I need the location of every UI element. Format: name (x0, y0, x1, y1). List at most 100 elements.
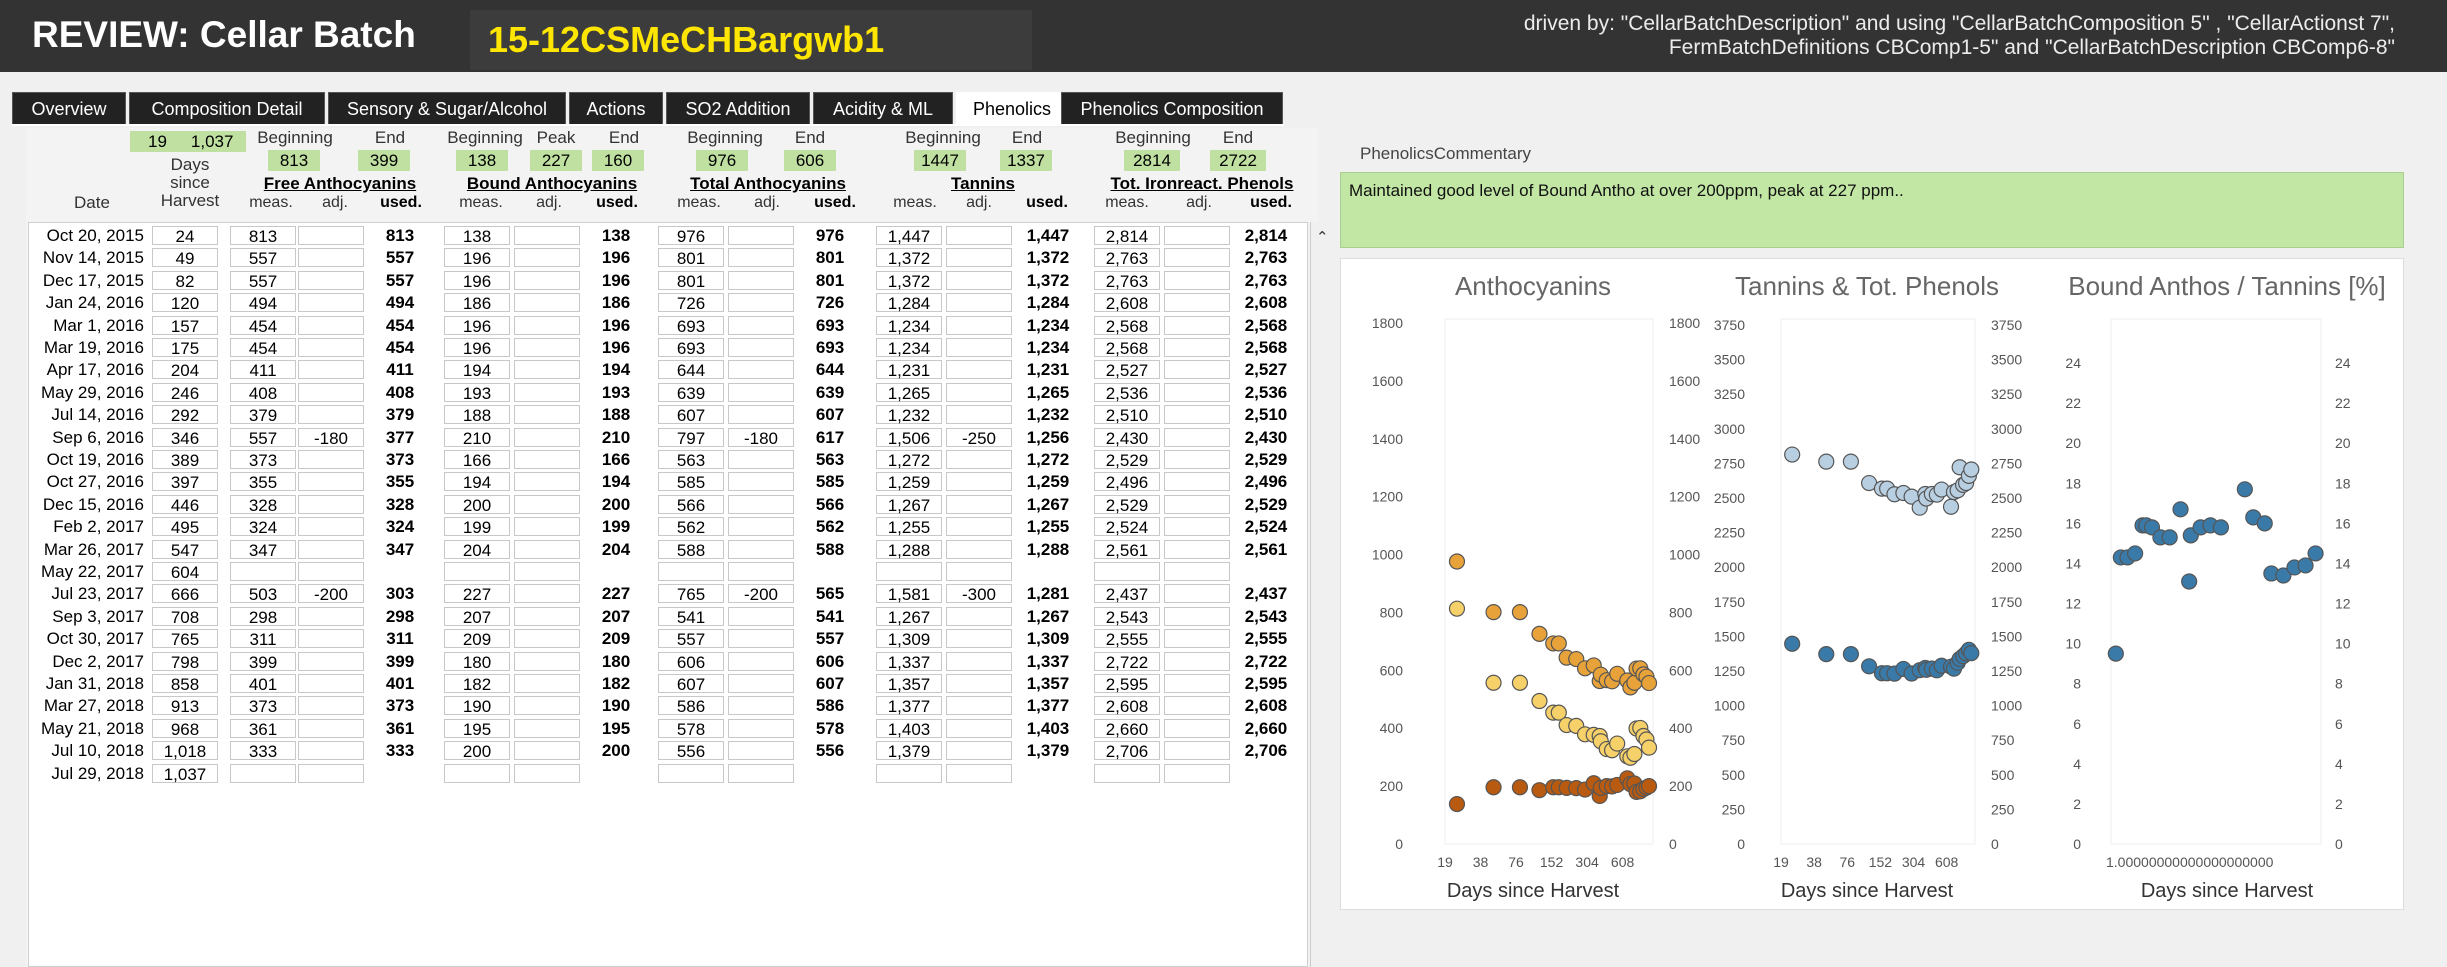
tab-sensory-sugar-alcohol[interactable]: Sensory & Sugar/Alcohol (328, 92, 566, 125)
cell-adj[interactable] (946, 517, 1012, 537)
cell-adj[interactable] (514, 651, 580, 671)
cell-adj[interactable] (1164, 248, 1230, 268)
cell-meas[interactable]: 324 (230, 517, 296, 537)
cell-adj[interactable] (298, 718, 364, 738)
cell-meas[interactable]: 1,372 (876, 248, 942, 268)
cell-meas[interactable]: 1,267 (876, 606, 942, 627)
cell-adj[interactable]: -250 (946, 427, 1012, 448)
cell-adj[interactable] (946, 472, 1012, 492)
cell-adj[interactable] (1164, 539, 1230, 559)
tab-composition-detail[interactable]: Composition Detail (129, 92, 325, 125)
cell-meas[interactable]: 210 (444, 427, 510, 448)
cell-meas[interactable] (658, 763, 724, 783)
cell-adj[interactable] (946, 674, 1012, 693)
commentary-text[interactable]: Maintained good level of Bound Antho at … (1340, 172, 2404, 248)
cell-meas[interactable]: 1,403 (876, 718, 942, 739)
cell-adj[interactable] (728, 629, 794, 649)
cell-meas[interactable]: 2,543 (1094, 606, 1160, 627)
cell-meas[interactable]: 311 (230, 629, 296, 649)
cell-adj[interactable] (728, 494, 794, 514)
cell-adj[interactable] (514, 405, 580, 425)
cell-adj[interactable] (298, 539, 364, 559)
cell-adj[interactable] (1164, 651, 1230, 671)
cell-adj[interactable] (728, 226, 794, 245)
cell-adj[interactable] (298, 405, 364, 425)
cell-adj[interactable] (298, 226, 364, 245)
cell-adj[interactable] (946, 629, 1012, 649)
cell-meas[interactable]: 2,529 (1094, 494, 1160, 515)
cell-meas[interactable]: 2,437 (1094, 584, 1160, 604)
cell-meas[interactable]: 379 (230, 405, 296, 425)
cell-meas[interactable]: 204 (444, 539, 510, 560)
cell-meas[interactable]: 454 (230, 315, 296, 336)
cell-meas[interactable]: 586 (658, 696, 724, 716)
cell-meas[interactable]: 541 (658, 606, 724, 627)
cell-meas[interactable]: 328 (230, 494, 296, 515)
cell-meas[interactable]: 557 (658, 629, 724, 649)
cell-adj[interactable] (298, 562, 364, 581)
cell-meas[interactable]: 693 (658, 315, 724, 336)
cell-meas[interactable]: 503 (230, 584, 296, 604)
cell-adj[interactable] (1164, 629, 1230, 649)
cell-meas[interactable]: 2,536 (1094, 382, 1160, 403)
cell-meas[interactable]: 333 (230, 741, 296, 761)
cell-adj[interactable]: -300 (946, 584, 1012, 604)
cell-meas[interactable]: 813 (230, 226, 296, 246)
cell-adj[interactable] (514, 472, 580, 492)
cell-adj[interactable] (298, 629, 364, 649)
cell-meas[interactable]: 411 (230, 360, 296, 380)
cell-meas[interactable] (230, 763, 296, 783)
cell-meas[interactable]: 1,272 (876, 450, 942, 470)
cell-meas[interactable]: 193 (444, 382, 510, 403)
cell-adj[interactable] (946, 405, 1012, 425)
cell-adj[interactable] (514, 629, 580, 649)
cell-meas[interactable]: 607 (658, 405, 724, 425)
cell-adj[interactable] (728, 696, 794, 716)
cell-adj[interactable] (728, 472, 794, 492)
cell-meas[interactable]: 2,608 (1094, 293, 1160, 313)
cell-meas[interactable]: 1,267 (876, 494, 942, 515)
cell-adj[interactable] (514, 315, 580, 335)
cell-adj[interactable] (1164, 472, 1230, 492)
cell-adj[interactable] (946, 606, 1012, 626)
cell-meas[interactable]: 797 (658, 427, 724, 448)
cell-adj[interactable] (514, 382, 580, 402)
cell-meas[interactable]: 563 (658, 450, 724, 470)
cell-meas[interactable]: 606 (658, 651, 724, 672)
cell-adj[interactable] (946, 315, 1012, 335)
cell-meas[interactable]: 557 (230, 270, 296, 291)
cell-meas[interactable]: 2,706 (1094, 741, 1160, 761)
cell-meas[interactable]: 1,288 (876, 539, 942, 560)
cell-adj[interactable] (514, 718, 580, 738)
cell-adj[interactable] (1164, 696, 1230, 716)
cell-adj[interactable] (946, 293, 1012, 313)
cell-adj[interactable] (946, 718, 1012, 738)
cell-adj[interactable] (728, 517, 794, 537)
cell-adj[interactable] (514, 696, 580, 716)
cell-meas[interactable]: 557 (230, 427, 296, 448)
cell-meas[interactable]: 2,763 (1094, 270, 1160, 291)
cell-adj[interactable] (298, 293, 364, 313)
tab-phenolics-composition[interactable]: Phenolics Composition (1061, 92, 1283, 125)
cell-adj[interactable] (514, 763, 580, 783)
cell-meas[interactable]: 639 (658, 382, 724, 403)
tab-actions[interactable]: Actions (569, 92, 663, 125)
cell-meas[interactable]: 2,496 (1094, 472, 1160, 492)
cell-meas[interactable]: 373 (230, 696, 296, 716)
cell-adj[interactable] (514, 360, 580, 380)
cell-meas[interactable] (230, 562, 296, 581)
cell-meas[interactable]: 196 (444, 248, 510, 268)
cell-adj[interactable] (728, 293, 794, 313)
cell-adj[interactable]: -200 (728, 584, 794, 604)
cell-adj[interactable] (298, 450, 364, 469)
cell-adj[interactable] (946, 382, 1012, 402)
cell-adj[interactable] (728, 315, 794, 335)
cell-meas[interactable]: 347 (230, 539, 296, 560)
cell-adj[interactable] (298, 270, 364, 290)
cell-adj[interactable] (728, 270, 794, 290)
cell-adj[interactable] (728, 763, 794, 783)
cell-meas[interactable]: 566 (658, 494, 724, 515)
cell-meas[interactable]: 1,447 (876, 226, 942, 246)
cell-adj[interactable] (728, 741, 794, 761)
cell-adj[interactable] (298, 315, 364, 335)
